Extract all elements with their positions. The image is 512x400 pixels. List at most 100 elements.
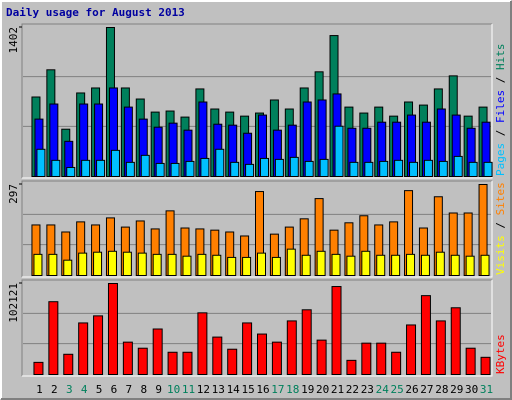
- legend-separator: /: [494, 215, 507, 235]
- bar: [93, 251, 103, 277]
- bar: [182, 351, 193, 375]
- bar: [48, 253, 58, 276]
- bar: [212, 336, 223, 376]
- bar: [33, 361, 44, 376]
- bar: [435, 251, 445, 277]
- x-tick-label: 25: [391, 383, 404, 396]
- x-tick-label: 3: [66, 383, 73, 396]
- x-tick-label: 29: [450, 383, 463, 396]
- x-tick-label: 23: [361, 383, 374, 396]
- x-tick-label: 22: [346, 383, 359, 396]
- bar: [227, 256, 237, 276]
- x-tick-label: 4: [81, 383, 88, 396]
- x-tick-label: 20: [316, 383, 329, 396]
- legend-entry: Hits: [494, 44, 507, 71]
- bar: [122, 341, 133, 375]
- x-tick-label: 17: [271, 383, 284, 396]
- x-tick-label: 6: [111, 383, 118, 396]
- bar: [331, 253, 341, 276]
- x-tick-label: 10: [167, 383, 180, 396]
- x-tick-label: 26: [405, 383, 418, 396]
- bar: [406, 253, 416, 276]
- bar: [394, 159, 404, 177]
- bar: [364, 161, 374, 177]
- bar: [465, 255, 475, 276]
- bar: [468, 161, 478, 177]
- bar: [93, 315, 104, 376]
- y-tick-label: 102121: [7, 283, 20, 323]
- x-tick-label: 15: [241, 383, 254, 396]
- bar: [212, 254, 222, 276]
- bar: [155, 162, 165, 178]
- bar: [423, 159, 433, 177]
- bar: [361, 342, 372, 375]
- x-tick-label: 19: [301, 383, 314, 396]
- bar: [435, 320, 446, 376]
- bar: [51, 159, 61, 177]
- bar: [78, 322, 89, 376]
- bar: [271, 256, 281, 276]
- bar: [170, 162, 180, 178]
- bar: [197, 253, 207, 276]
- bar: [286, 248, 296, 276]
- bar: [152, 253, 162, 276]
- bar: [301, 254, 311, 276]
- bar: [242, 256, 252, 276]
- bar: [152, 328, 163, 375]
- x-tick-label: 18: [286, 383, 299, 396]
- bar: [242, 322, 253, 376]
- x-tick-label: 2: [51, 383, 58, 396]
- bar: [107, 250, 117, 277]
- bar: [406, 324, 417, 375]
- bar: [96, 159, 106, 177]
- panel-edge-light: [22, 181, 493, 278]
- bar: [379, 160, 389, 178]
- bar: [63, 259, 73, 277]
- bar: [107, 283, 118, 375]
- bar: [391, 351, 402, 375]
- bar: [140, 154, 150, 177]
- bar: [63, 353, 74, 375]
- legend: KBytes: [494, 334, 507, 374]
- bar: [376, 254, 386, 276]
- legend-entry: Files: [494, 90, 507, 123]
- x-tick-label: 28: [435, 383, 448, 396]
- bar: [185, 160, 195, 178]
- bar: [304, 160, 314, 178]
- x-tick-label: 13: [212, 383, 225, 396]
- x-tick-label: 5: [96, 383, 103, 396]
- bar: [483, 161, 493, 177]
- x-tick-label: 21: [331, 383, 344, 396]
- bar: [316, 250, 326, 277]
- bar: [346, 255, 356, 276]
- bar: [215, 148, 225, 177]
- panel-edge-light: [22, 280, 493, 377]
- bar: [81, 159, 91, 177]
- x-tick-label: 16: [256, 383, 269, 396]
- bar: [78, 252, 88, 276]
- y-tick-label: 1402: [7, 27, 20, 54]
- bar: [349, 161, 359, 177]
- x-tick-label: 27: [420, 383, 433, 396]
- bar: [361, 250, 371, 277]
- bar: [33, 253, 43, 276]
- bar: [48, 301, 59, 376]
- bar: [376, 342, 387, 375]
- legend-entry: Sites: [494, 182, 507, 215]
- legend-entry: Visits: [494, 235, 507, 275]
- bar: [197, 312, 208, 375]
- x-tick-label: 8: [140, 383, 147, 396]
- bar: [409, 161, 419, 177]
- bar: [137, 347, 148, 376]
- bar: [257, 252, 266, 276]
- bar: [200, 157, 210, 177]
- x-tick-label: 7: [126, 383, 133, 396]
- bar: [480, 356, 491, 376]
- bar: [110, 149, 120, 178]
- panel-edge-light: [22, 24, 493, 179]
- bar: [286, 320, 297, 376]
- bar: [230, 161, 240, 177]
- bar: [480, 254, 490, 276]
